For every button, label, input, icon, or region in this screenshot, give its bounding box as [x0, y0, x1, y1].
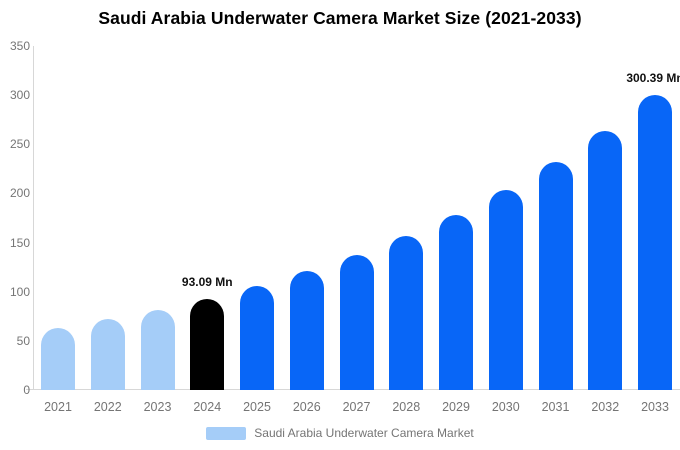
- y-tick-label: 0: [23, 383, 30, 397]
- bar-2022: [90, 319, 125, 390]
- x-tick-label: 2029: [442, 400, 470, 414]
- bar-2027: [339, 254, 374, 390]
- y-tick-label: 50: [16, 333, 30, 348]
- y-tick-label: 250: [9, 137, 30, 152]
- x-tick-label: 2023: [143, 400, 172, 414]
- x-tick-label: 2022: [93, 400, 122, 414]
- y-tick-label: 350: [9, 39, 30, 53]
- legend[interactable]: Saudi Arabia Underwater Camera Market: [0, 426, 680, 440]
- y-tick-label: 300: [9, 88, 30, 103]
- y-axis-line: [33, 46, 34, 390]
- x-tick-label: 2032: [591, 400, 620, 414]
- y-tick-label: 100: [9, 284, 30, 299]
- x-tick-label: 2028: [392, 400, 421, 414]
- x-tick-label: 2025: [243, 400, 271, 414]
- bar-2025: [240, 285, 274, 390]
- y-tick-label: 150: [9, 235, 30, 250]
- bar-2029: [439, 214, 473, 390]
- x-tick-label: 2030: [491, 400, 520, 414]
- bar-2031: [538, 162, 573, 390]
- bar-2033: [638, 94, 672, 390]
- x-tick-label: 2021: [44, 400, 72, 414]
- y-tick-label: 200: [9, 186, 30, 201]
- bar-2021: [41, 328, 75, 390]
- x-tick-label: 2031: [541, 400, 570, 414]
- x-tick-label: 2027: [342, 400, 371, 414]
- chart-title: Saudi Arabia Underwater Camera Market Si…: [98, 8, 582, 28]
- x-tick-label: 2024: [193, 400, 222, 414]
- bar-2023: [140, 309, 175, 390]
- bar-2030: [488, 190, 523, 390]
- x-tick-label: 2026: [292, 400, 321, 414]
- bar-2028: [389, 236, 424, 390]
- legend-label: Saudi Arabia Underwater Camera Market: [254, 426, 474, 440]
- bar-2032: [588, 130, 623, 390]
- bar-2026: [289, 271, 324, 390]
- bar-2024: [190, 298, 225, 390]
- bar-value-label: 93.09 Mn: [181, 274, 233, 289]
- legend-swatch: [206, 426, 247, 440]
- x-tick-label: 2033: [641, 400, 669, 414]
- bar-value-label: 300.39 Mn: [626, 70, 680, 85]
